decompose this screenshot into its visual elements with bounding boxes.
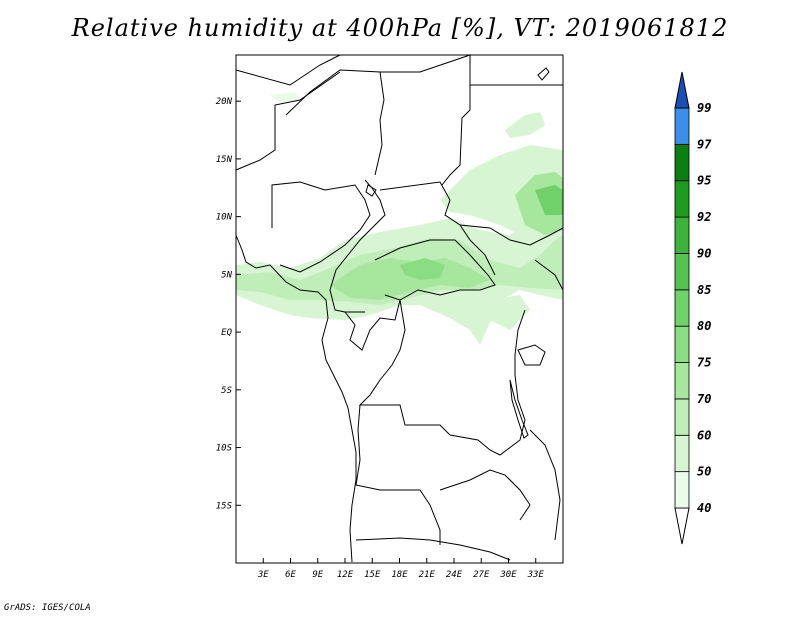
humidity-region <box>330 258 490 300</box>
colorbar-box <box>674 289 690 327</box>
lat-tick-label: 10N <box>216 213 233 223</box>
colorbar-box <box>674 180 690 218</box>
colorbar-box <box>674 471 690 509</box>
colorbar-box <box>674 253 690 291</box>
border-congo <box>344 299 401 351</box>
lon-tick-label: 15E <box>364 570 381 580</box>
colorbar-label: 40 <box>697 501 711 515</box>
border-chad-east <box>379 181 496 276</box>
border-mali <box>235 71 341 171</box>
colorbar-box <box>674 107 690 145</box>
colorbar-label: 80 <box>697 319 711 333</box>
grads-credit: GrADS: IGES/COLA <box>4 603 91 613</box>
colorbar-box <box>674 434 690 473</box>
border-nigeria <box>271 181 371 273</box>
colorbar-box <box>674 398 690 436</box>
colorbar-box <box>674 362 690 400</box>
colorbar-max-arrow <box>674 71 690 109</box>
border-mozambique <box>529 429 561 541</box>
border-ethiopia <box>534 259 564 291</box>
lat-tick-label: 15S <box>216 501 233 511</box>
colorbar-label: 90 <box>697 246 711 260</box>
lake-victoria <box>517 344 546 366</box>
border-niger-libya <box>285 69 385 176</box>
lon-tick-label: 9E <box>312 570 323 580</box>
lat-tick-label: EQ <box>221 328 232 338</box>
border-angola <box>355 404 441 545</box>
colorbar: 40 50 60 70 75 80 85 90 92 95 97 99 <box>674 71 712 545</box>
lat-tick-label: 15N <box>216 155 233 165</box>
colorbar-label: 50 <box>697 465 711 479</box>
colorbar-min-arrow <box>674 507 690 545</box>
lon-tick-label: 3E <box>257 570 269 580</box>
border-libya-sudan <box>380 54 471 186</box>
colorbar-label: 95 <box>697 174 711 188</box>
border-south-sudan <box>459 224 564 246</box>
lon-tick-label: 18E <box>391 570 408 580</box>
lat-tick-label: 5N <box>221 270 232 280</box>
humidity-region <box>535 185 563 215</box>
humidity-region <box>505 112 545 138</box>
humidity-shading <box>236 92 563 345</box>
colorbar-label: 70 <box>697 392 711 406</box>
border-drc <box>358 299 526 456</box>
border-zambia <box>439 469 531 521</box>
lat-tick-label: 5S <box>221 386 232 396</box>
humidity-region <box>270 92 300 102</box>
colorbar-box <box>674 143 690 182</box>
longitude-axis: 3E 6E 9E 12E 15E 18E 21E 24E 27E 30E 33E <box>257 558 545 580</box>
lake-chad <box>365 184 377 197</box>
lake-tanganyika <box>509 379 529 439</box>
coastline-west-africa <box>235 234 357 563</box>
colorbar-label: 99 <box>697 101 711 115</box>
lon-tick-label: 6E <box>285 570 296 580</box>
lon-tick-label: 12E <box>337 570 354 580</box>
colorbar-box <box>674 325 690 363</box>
colorbar-label: 75 <box>697 356 711 370</box>
lon-tick-label: 30E <box>499 570 517 580</box>
colorbar-label: 97 <box>697 137 712 151</box>
lat-tick-label: 20N <box>216 97 233 107</box>
latitude-axis: 20N 15N 10N 5N EQ 5S 10S 15S <box>216 97 241 511</box>
lon-tick-label: 24E <box>446 570 463 580</box>
border-namibia <box>355 537 511 561</box>
country-borders <box>235 54 564 563</box>
lat-tick-label: 10S <box>216 444 233 454</box>
colorbar-label: 60 <box>697 428 711 442</box>
map-title: Relative humidity at 400hPa [%], VT: 201… <box>71 14 729 42</box>
border-car <box>374 239 496 301</box>
colorbar-label: 85 <box>697 283 711 297</box>
lon-tick-label: 27E <box>473 570 490 580</box>
colorbar-box <box>674 216 690 254</box>
lon-tick-label: 33E <box>527 570 545 580</box>
colorbar-label: 92 <box>697 210 711 224</box>
border-chad <box>329 179 386 313</box>
border-mali-north <box>235 54 341 86</box>
lon-tick-label: 21E <box>419 570 436 580</box>
humidity-region <box>490 295 530 330</box>
lake-nasser <box>537 67 550 81</box>
humidity-region <box>400 258 445 280</box>
